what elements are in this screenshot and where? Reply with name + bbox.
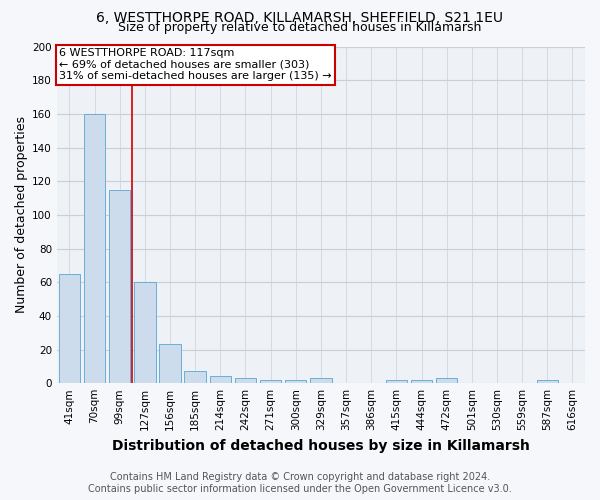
Text: Size of property relative to detached houses in Killamarsh: Size of property relative to detached ho… <box>118 21 482 34</box>
Bar <box>536 380 558 383</box>
Bar <box>235 378 256 383</box>
Bar <box>285 380 307 383</box>
X-axis label: Distribution of detached houses by size in Killamarsh: Distribution of detached houses by size … <box>112 438 530 452</box>
Bar <box>411 380 432 383</box>
Bar <box>109 190 130 383</box>
Bar <box>209 376 231 383</box>
Text: Contains HM Land Registry data © Crown copyright and database right 2024.
Contai: Contains HM Land Registry data © Crown c… <box>88 472 512 494</box>
Bar <box>260 380 281 383</box>
Bar <box>436 378 457 383</box>
Bar <box>84 114 105 383</box>
Text: 6, WESTTHORPE ROAD, KILLAMARSH, SHEFFIELD, S21 1EU: 6, WESTTHORPE ROAD, KILLAMARSH, SHEFFIEL… <box>97 11 503 25</box>
Y-axis label: Number of detached properties: Number of detached properties <box>15 116 28 314</box>
Bar <box>310 378 332 383</box>
Text: 6 WESTTHORPE ROAD: 117sqm
← 69% of detached houses are smaller (303)
31% of semi: 6 WESTTHORPE ROAD: 117sqm ← 69% of detac… <box>59 48 332 82</box>
Bar <box>59 274 80 383</box>
Bar <box>386 380 407 383</box>
Bar <box>159 344 181 383</box>
Bar <box>184 372 206 383</box>
Bar <box>134 282 155 383</box>
